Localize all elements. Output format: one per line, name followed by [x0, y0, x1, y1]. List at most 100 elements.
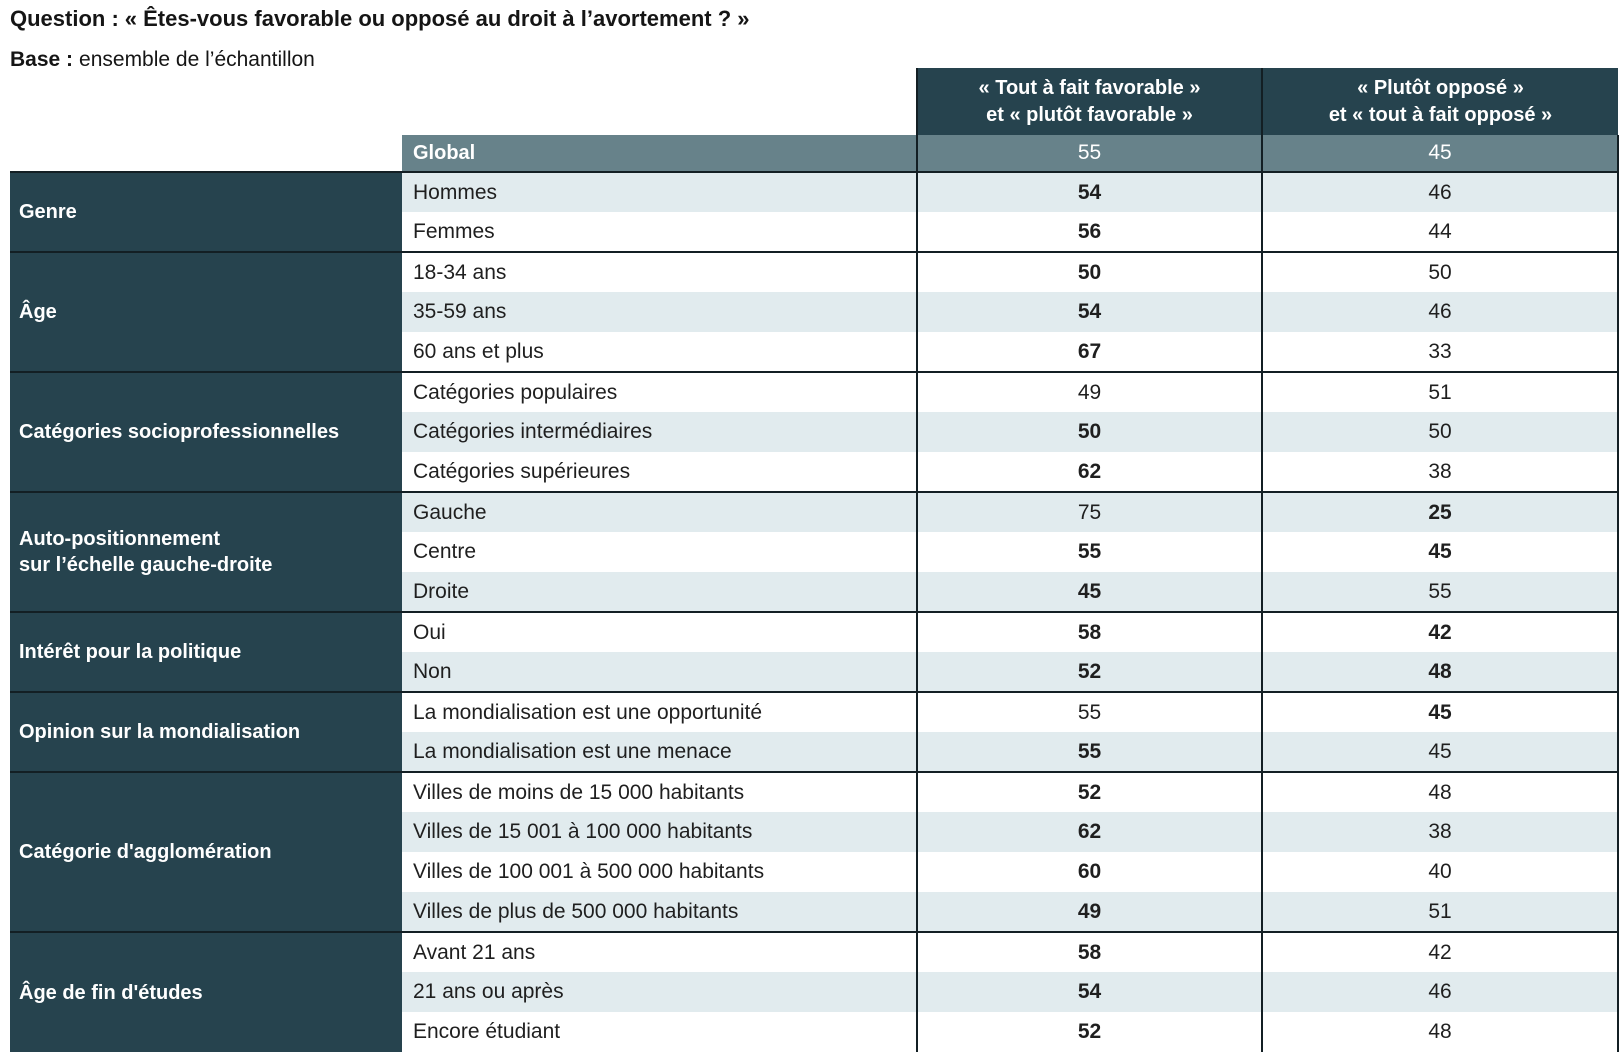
global-opposed-value: 45: [1261, 135, 1619, 172]
opposed-value: 50: [1261, 251, 1619, 292]
question-text: « Êtes-vous favorable ou opposé au droit…: [124, 6, 750, 31]
column-header-row: « Tout à fait favorable » et « plutôt fa…: [10, 68, 1618, 135]
opposed-value: 51: [1261, 892, 1619, 932]
opposed-value: 42: [1261, 931, 1619, 972]
favorable-header-line2: et « plutôt favorable »: [986, 103, 1193, 126]
opposed-value: 45: [1261, 532, 1619, 572]
opposed-header-line1: « Plutôt opposé »: [1357, 77, 1524, 100]
row-label: Hommes: [402, 171, 917, 212]
favorable-value: 75: [916, 491, 1262, 532]
favorable-value: 50: [916, 412, 1262, 452]
global-row: Global 55 45: [10, 135, 1619, 172]
group-label: Âge de fin d'études: [10, 931, 402, 1052]
opposed-value: 46: [1261, 292, 1619, 332]
row-label: La mondialisation est une opportunité: [402, 691, 917, 732]
table-row: Catégories socioprofessionnelles Catégori…: [10, 371, 1619, 492]
table-row: Âge 18-34 ans 50 50: [10, 251, 1619, 372]
opposed-value: 42: [1261, 611, 1619, 652]
favorable-value: 58: [916, 931, 1262, 972]
group-label: Catégorie d'agglomération: [10, 771, 402, 932]
row-label: Centre: [413, 540, 477, 563]
opposed-value: 38: [1261, 452, 1619, 492]
group-label: Catégories socioprofessionnelles: [10, 371, 402, 492]
table-body: Genre Hommes 54 46 Femmes 56 44 Âge 18-34 ans 50 5…: [10, 171, 1619, 1052]
opposed-value: 33: [1261, 332, 1619, 372]
favorable-value: 54: [916, 171, 1262, 212]
row-label: La mondialisation est une menace: [413, 739, 732, 763]
favorable-value: 67: [916, 332, 1262, 372]
table-row: Auto-positionnement sur l’échelle gauche…: [10, 491, 1619, 612]
group-label: Âge: [10, 251, 402, 372]
favorable-value: 56: [916, 212, 1262, 252]
favorable-value: 55: [916, 732, 1262, 772]
global-label: Global: [413, 141, 476, 164]
favorable-column-header: « Tout à fait favorable » et « plutôt fa…: [916, 68, 1262, 135]
favorable-value: 55: [916, 691, 1262, 732]
table-row: Opinion sur la mondialisation La mondiali…: [10, 691, 1619, 772]
opposed-value: 48: [1261, 771, 1619, 812]
row-label: Villes de 15 001 à 100 000 habitants: [413, 820, 753, 843]
row-label: Femmes: [413, 219, 495, 243]
row-label: Oui: [402, 611, 917, 652]
favorable-value: 58: [916, 611, 1262, 652]
row-label: Catégories supérieures: [413, 459, 631, 483]
table-row: Intérêt pour la politique Oui 58 42: [10, 611, 1619, 692]
opposed-header-line2: et « tout à fait opposé »: [1328, 103, 1553, 126]
opposed-value: 51: [1261, 371, 1619, 412]
favorable-value: 60: [916, 852, 1262, 892]
favorable-value: 52: [916, 1012, 1262, 1052]
opposed-value: 46: [1261, 171, 1619, 212]
base-label: Base :: [10, 48, 74, 71]
base-line: Base : ensemble de l’échantillon: [10, 48, 315, 72]
favorable-value: 62: [916, 452, 1262, 492]
favorable-value: 54: [916, 292, 1262, 332]
table-row: Genre Hommes 54 46: [10, 171, 1619, 252]
group-label: Genre: [10, 171, 402, 252]
row-label: Gauche: [402, 491, 917, 532]
opposed-value: 46: [1261, 972, 1619, 1012]
group-label: Opinion sur la mondialisation: [10, 691, 402, 772]
favorable-value: 50: [916, 251, 1262, 292]
group-label: Auto-positionnement sur l’échelle gauche…: [10, 491, 402, 612]
table-row: 35-59 ans 54 46: [10, 292, 1619, 332]
base-text: ensemble de l’échantillon: [79, 48, 315, 71]
row-label: Villes de plus de 500 000 habitants: [413, 899, 739, 923]
favorable-value: 45: [916, 572, 1262, 612]
row-label: Villes de 100 001 à 500 000 habitants: [413, 860, 765, 883]
table-row: Catégorie d'agglomération Villes de moins…: [10, 771, 1619, 932]
opposed-value: 50: [1261, 412, 1619, 452]
opposed-value: 25: [1261, 491, 1619, 532]
favorable-header-line1: « Tout à fait favorable »: [978, 77, 1201, 100]
row-label: Catégories populaires: [402, 371, 917, 412]
global-spacer: [10, 135, 402, 172]
row-label: Catégories intermédiaires: [413, 420, 653, 443]
opposed-value: 55: [1261, 572, 1619, 612]
table-row: Âge de fin d'études Avant 21 ans 58 42: [10, 931, 1619, 1052]
opposed-value: 48: [1261, 1012, 1619, 1052]
opposed-value: 48: [1261, 652, 1619, 692]
favorable-value: 62: [916, 812, 1262, 852]
header-spacer: [10, 68, 917, 135]
group-label: Intérêt pour la politique: [10, 611, 402, 692]
question-title: Question : « Êtes-vous favorable ou oppos…: [10, 6, 749, 32]
row-label: Avant 21 ans: [402, 931, 917, 972]
row-label: 18-34 ans: [402, 251, 917, 292]
opposed-value: 40: [1261, 852, 1619, 892]
opposed-column-header: « Plutôt opposé » et « tout à fait oppos…: [1261, 68, 1618, 135]
favorable-value: 52: [916, 652, 1262, 692]
favorable-value: 54: [916, 972, 1262, 1012]
global-favorable-value: 55: [916, 135, 1262, 172]
row-label: Encore étudiant: [413, 1020, 561, 1043]
favorable-value: 49: [916, 371, 1262, 412]
row-label: Non: [413, 659, 452, 683]
question-label: Question :: [10, 6, 119, 31]
row-label: 60 ans et plus: [413, 339, 544, 363]
favorable-value: 49: [916, 892, 1262, 932]
favorable-value: 55: [916, 532, 1262, 572]
row-label: Villes de moins de 15 000 habitants: [402, 771, 917, 812]
row-label: 21 ans ou après: [413, 980, 564, 1003]
row-label: Droite: [413, 579, 470, 603]
opposed-value: 44: [1261, 212, 1619, 252]
poll-results-table: « Tout à fait favorable » et « plutôt fa…: [10, 68, 1619, 1052]
